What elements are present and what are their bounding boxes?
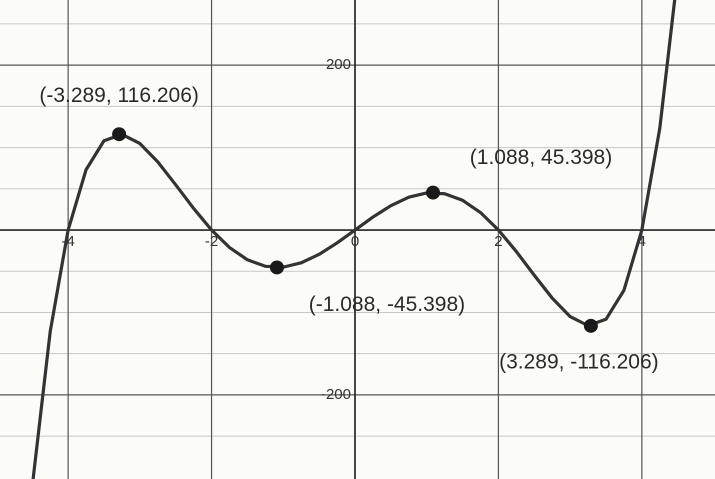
x-tick-label: -2 — [205, 233, 218, 250]
curve — [31, 0, 677, 479]
point-label: (-3.289, 116.206) — [39, 84, 199, 107]
extremum-point — [583, 318, 598, 333]
point-label: (1.088, 45.398) — [470, 146, 612, 169]
x-tick-label: 2 — [494, 233, 502, 250]
y-tick-label: -200 — [321, 386, 351, 403]
extremum-point — [269, 260, 284, 275]
point-label: (-1.088, -45.398) — [309, 293, 465, 316]
extremum-point — [426, 185, 441, 200]
point-label: (3.289, -116.206) — [499, 350, 659, 373]
x-tick-label: 0 — [351, 233, 359, 250]
x-tick-label: 4 — [638, 233, 646, 250]
extremum-point — [112, 127, 127, 142]
y-tick-label: 200 — [326, 56, 351, 73]
